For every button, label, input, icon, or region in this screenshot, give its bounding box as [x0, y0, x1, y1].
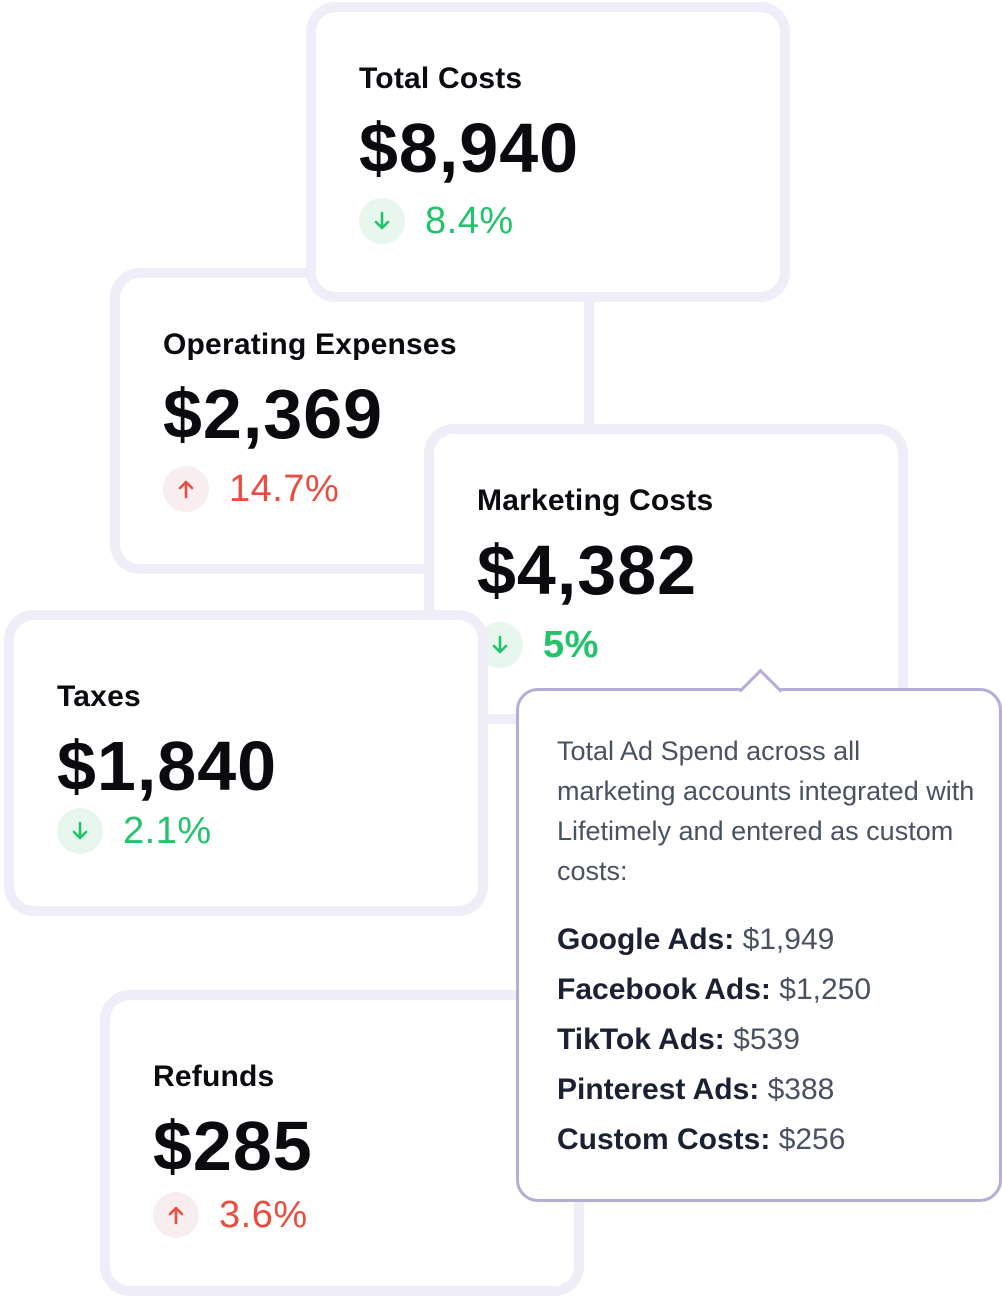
marketing-costs-tooltip: Total Ad Spend across all marketing acco… — [516, 668, 1002, 1202]
card-title: Refunds — [153, 1060, 275, 1093]
trend-indicator: 2.1% — [57, 808, 212, 854]
trend-percent: 8.4% — [425, 199, 514, 242]
breakdown-item-facebook: Facebook Ads: $1,250 — [557, 973, 871, 1023]
trend-percent: 14.7% — [229, 467, 340, 510]
breakdown-value: $539 — [733, 1023, 800, 1056]
trend-indicator: 14.7% — [163, 466, 339, 512]
breakdown-item-tiktok: TikTok Ads: $539 — [557, 1023, 871, 1073]
breakdown-value: $256 — [778, 1123, 846, 1156]
trend-indicator: 3.6% — [153, 1192, 308, 1238]
card-title: Operating Expenses — [163, 328, 457, 361]
trend-indicator: 8.4% — [359, 198, 514, 244]
card-title: Taxes — [57, 680, 141, 713]
breakdown-item-custom: Custom Costs: $256 — [557, 1123, 871, 1173]
breakdown-value: $388 — [767, 1073, 835, 1106]
trend-indicator: 5% — [477, 622, 599, 668]
tooltip-description: Total Ad Spend across all marketing acco… — [557, 736, 975, 886]
breakdown-value: $1,250 — [779, 973, 872, 1006]
breakdown-label: Custom Costs: — [557, 1123, 771, 1156]
trend-percent: 2.1% — [123, 809, 212, 852]
arrow-down-icon — [57, 808, 103, 854]
card-value: $285 — [153, 1107, 313, 1185]
card-title: Total Costs — [359, 62, 523, 95]
trend-percent: 3.6% — [219, 1193, 308, 1236]
card-title: Marketing Costs — [477, 484, 714, 517]
breakdown-label: Facebook Ads: — [557, 973, 771, 1006]
taxes-card[interactable]: Taxes $1,840 2.1% — [4, 610, 488, 916]
card-value: $1,840 — [57, 727, 278, 805]
card-value: $2,369 — [163, 375, 384, 453]
trend-percent: 5% — [543, 623, 599, 666]
breakdown-label: Google Ads: — [557, 923, 735, 956]
card-value: $4,382 — [477, 531, 698, 609]
breakdown-label: TikTok Ads: — [557, 1023, 725, 1056]
refunds-card[interactable]: Refunds $285 3.6% — [100, 990, 584, 1296]
card-value: $8,940 — [359, 109, 580, 187]
ad-spend-breakdown: Google Ads: $1,949 Facebook Ads: $1,250 … — [557, 923, 871, 1173]
breakdown-item-google: Google Ads: $1,949 — [557, 923, 871, 973]
arrow-up-icon — [153, 1192, 199, 1238]
marketing-costs-card[interactable]: Marketing Costs $4,382 5% — [424, 424, 908, 724]
arrow-up-icon — [163, 466, 209, 512]
breakdown-item-pinterest: Pinterest Ads: $388 — [557, 1073, 871, 1123]
arrow-down-icon — [359, 198, 405, 244]
breakdown-value: $1,949 — [742, 923, 835, 956]
breakdown-label: Pinterest Ads: — [557, 1073, 760, 1106]
total-costs-card[interactable]: Total Costs $8,940 8.4% — [306, 2, 790, 302]
operating-expenses-card[interactable]: Operating Expenses $2,369 14.7% — [110, 268, 594, 574]
